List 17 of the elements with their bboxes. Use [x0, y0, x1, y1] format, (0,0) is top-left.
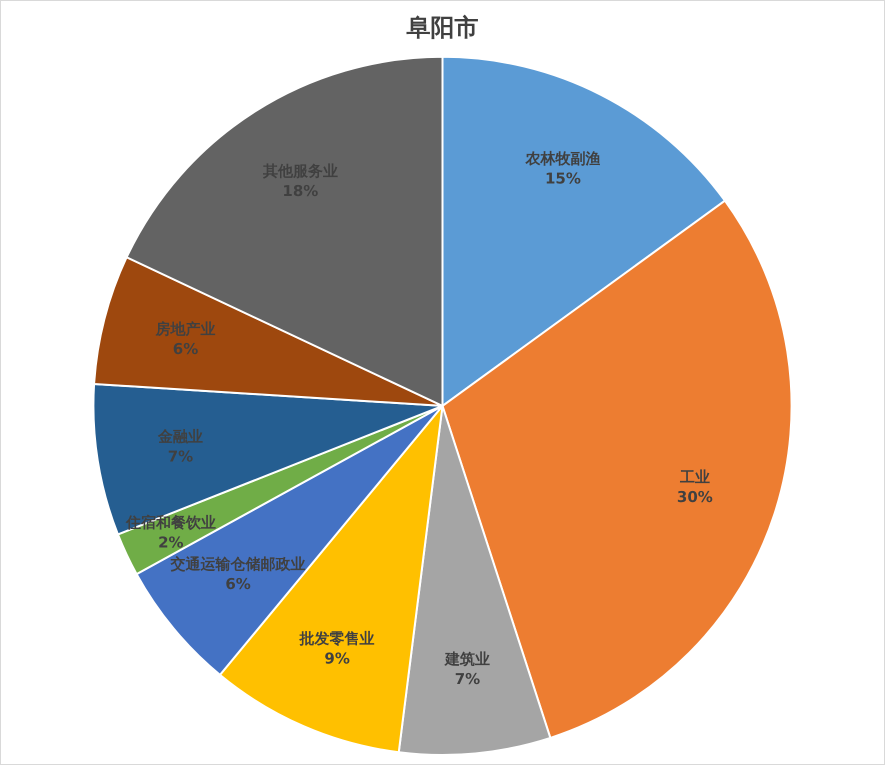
slice-label: 农林牧副渔: [524, 149, 600, 168]
slice-label: 住宿和餐饮业: [124, 514, 216, 532]
slice-label: 建筑业: [444, 650, 490, 668]
slice-label: 交通运输仓储邮政业: [170, 554, 306, 573]
slice-label: 金融业: [156, 427, 203, 446]
data-label: 6%: [225, 574, 251, 593]
slice-label: 房地产业: [154, 320, 216, 338]
chart-title: 阜阳市: [406, 14, 478, 42]
data-label: 15%: [545, 169, 581, 188]
slice-label: 工业: [678, 468, 710, 486]
data-label: 7%: [454, 670, 480, 688]
data-label: 9%: [324, 649, 350, 668]
slice-label: 批发零售业: [298, 629, 375, 648]
data-label: 6%: [172, 340, 198, 358]
data-label: 2%: [158, 534, 184, 552]
data-label: 30%: [676, 488, 713, 506]
data-label: 7%: [168, 447, 194, 466]
